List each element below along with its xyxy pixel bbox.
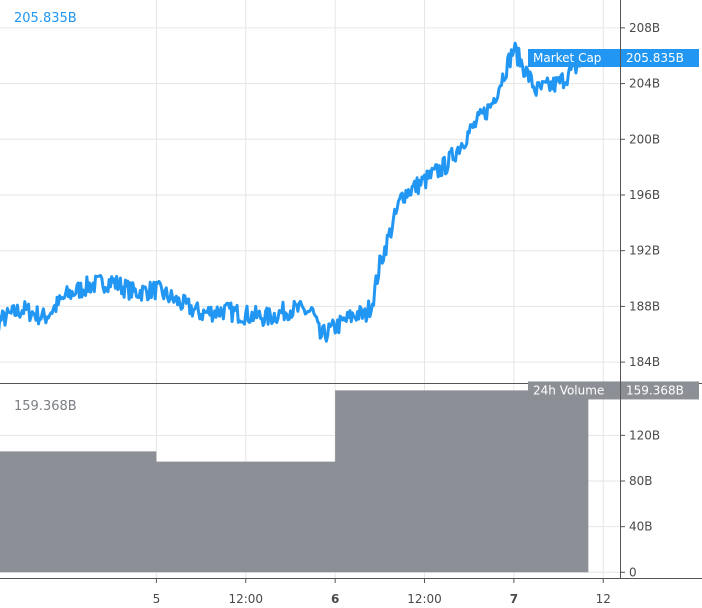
y-tick-label-main: 184B <box>629 355 660 369</box>
volume-area <box>0 390 589 573</box>
y-tick-label-main: 200B <box>629 132 660 146</box>
y-tick-label-vol: 120B <box>629 428 660 442</box>
y-tick-label-main: 192B <box>629 244 660 258</box>
market-cap-readout: 205.835B <box>14 11 77 26</box>
volume-legend-bg <box>528 381 620 400</box>
market-cap-value-tag: 205.835B <box>626 51 684 65</box>
market-cap-line <box>0 41 590 343</box>
market-cap-legend-name: Market Cap <box>533 51 601 65</box>
y-tick-label-main: 208B <box>629 21 660 35</box>
x-tick-label: 6 <box>331 592 339 606</box>
y-tick-label-main: 196B <box>629 188 660 202</box>
x-tick-label: 12 <box>596 592 611 606</box>
volume-legend-name: 24h Volume <box>533 383 604 397</box>
volume-readout: 159.368B <box>14 399 77 414</box>
y-tick-label-main: 204B <box>629 77 660 91</box>
volume-value-tag-bg <box>621 381 699 400</box>
y-tick-label-vol: 0 <box>629 565 637 579</box>
x-tick-label: 12:00 <box>407 592 442 606</box>
x-tick-label: 5 <box>153 592 161 606</box>
y-tick-label-vol: 40B <box>629 520 653 534</box>
x-tick-label: 7 <box>510 592 518 606</box>
volume-value-tag: 159.368B <box>626 383 684 397</box>
market-cap-legend-bg <box>528 49 620 68</box>
y-tick-label-vol: 80B <box>629 474 653 488</box>
x-tick-label: 12:00 <box>228 592 263 606</box>
y-tick-label-main: 188B <box>629 299 660 313</box>
market-cap-value-tag-bg <box>621 49 699 68</box>
